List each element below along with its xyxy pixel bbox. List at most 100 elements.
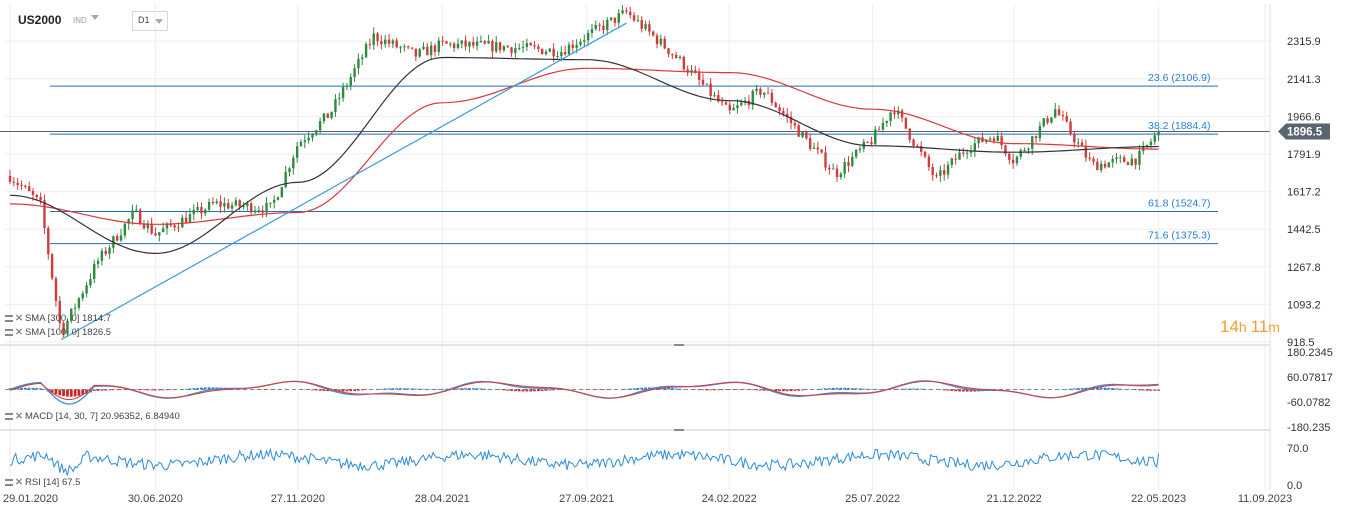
- candle-body: [1157, 131, 1160, 136]
- macd-histogram-bar: [73, 389, 77, 397]
- settings-icon[interactable]: [5, 314, 13, 322]
- macd-histogram-bar: [502, 389, 506, 391]
- candle-body: [808, 138, 812, 149]
- candle-body: [644, 24, 647, 29]
- macd-histogram-bar: [1072, 388, 1076, 390]
- exchange-label[interactable]: IND: [73, 16, 87, 25]
- candle-body: [640, 20, 643, 29]
- macd-histogram-bar: [862, 388, 866, 390]
- x-tick-label: 29.01.2020: [3, 493, 58, 505]
- candle-body: [705, 83, 709, 85]
- settings-icon[interactable]: [5, 328, 13, 336]
- timeframe-label: D1: [138, 15, 150, 25]
- macd-histogram-bar: [625, 388, 628, 390]
- candle-body: [563, 52, 567, 55]
- candle-body: [728, 104, 731, 111]
- candle-body: [996, 136, 999, 141]
- macd-histogram-bar: [66, 389, 69, 397]
- candle-body: [950, 158, 954, 165]
- trendline[interactable]: [61, 22, 627, 341]
- macd-histogram-bar: [391, 388, 395, 390]
- candle-body: [146, 223, 150, 229]
- macd-histogram-bar: [965, 389, 969, 392]
- candle-body: [276, 197, 280, 200]
- indicator-legend-macd[interactable]: ✕ MACD [14, 30, 7] 20.96352, 6.84940: [5, 411, 180, 422]
- close-icon[interactable]: ✕: [15, 313, 23, 324]
- macd-histogram-bar: [1084, 387, 1088, 390]
- candle-body: [62, 322, 65, 334]
- candle-body: [184, 217, 188, 223]
- close-icon[interactable]: ✕: [15, 411, 23, 422]
- macd-histogram-bar: [540, 389, 544, 391]
- candle-body: [315, 130, 318, 135]
- candle-body: [1099, 163, 1103, 171]
- candle-body: [253, 210, 257, 213]
- candle-body: [200, 207, 203, 214]
- candle-body: [422, 46, 425, 50]
- macd-histogram-bar: [1141, 389, 1145, 391]
- settings-icon[interactable]: [5, 478, 13, 486]
- candle-body: [204, 209, 207, 214]
- chevron-down-icon[interactable]: [91, 15, 99, 20]
- candle-body: [858, 148, 862, 151]
- candle-body: [682, 56, 686, 70]
- macd-histogram-bar: [142, 389, 146, 391]
- candle-body: [816, 147, 820, 150]
- candle-body: [158, 232, 161, 236]
- candle-body: [12, 181, 16, 183]
- symbol-selector[interactable]: US2000: [18, 13, 62, 27]
- candle-body: [460, 40, 463, 44]
- macd-histogram-bar: [896, 388, 900, 390]
- x-tick-label: 27.09.2021: [559, 493, 614, 505]
- macd-histogram-bar: [663, 387, 667, 390]
- indicator-legend-sma100[interactable]: ✕ SMA [100, 0] 1826.5: [5, 327, 111, 338]
- macd-histogram-bar: [778, 389, 781, 392]
- candle-body: [831, 168, 835, 170]
- macd-histogram-bar: [858, 388, 862, 390]
- candle-body: [483, 41, 486, 44]
- chevron-down-icon[interactable]: [155, 19, 163, 24]
- macd-histogram-bar: [115, 389, 119, 391]
- macd-histogram-bar: [184, 388, 188, 390]
- trendline-segment: [61, 22, 627, 341]
- indicator-legend-rsi[interactable]: ✕ RSI [14] 67.5: [5, 477, 80, 488]
- macd-histogram-bar: [1157, 389, 1160, 391]
- candle-body: [521, 46, 525, 48]
- candle-body: [877, 129, 881, 131]
- candle-body: [207, 201, 211, 210]
- indicator-legend-sma300[interactable]: ✕ SMA [300, 0] 1814.7: [5, 313, 111, 324]
- candle-body: [414, 48, 418, 57]
- macd-histogram-bar: [759, 389, 762, 391]
- candle-body: [824, 152, 827, 168]
- candle-body: [1038, 126, 1042, 139]
- candle-body: [920, 146, 923, 152]
- candle-body: [544, 51, 548, 55]
- macd-histogram-bar: [307, 389, 311, 391]
- settings-icon[interactable]: [5, 412, 13, 420]
- candle-body: [663, 38, 666, 49]
- timeframe-selector[interactable]: [132, 11, 168, 31]
- close-icon[interactable]: ✕: [15, 327, 23, 338]
- macd-histogram-bar: [946, 389, 950, 391]
- candle-body: [1088, 157, 1091, 159]
- candle-body: [1107, 162, 1111, 168]
- panel-separators[interactable]: [0, 344, 1270, 431]
- macd-histogram-bar: [678, 388, 682, 390]
- macd-histogram-bar: [395, 388, 399, 390]
- candle-body: [495, 42, 498, 52]
- candle-body: [429, 45, 433, 56]
- macd-histogram-bar: [847, 387, 850, 390]
- macd-histogram-bar: [111, 389, 115, 391]
- candle-body: [368, 44, 372, 46]
- macd-histogram-bar: [192, 388, 196, 390]
- candle-body: [250, 203, 253, 213]
- close-icon[interactable]: ✕: [15, 477, 23, 488]
- candle-body: [123, 223, 127, 236]
- candle-body: [812, 147, 816, 149]
- macd-histogram-bar: [483, 388, 487, 390]
- macd-histogram-bar: [536, 389, 540, 392]
- candle-body: [732, 108, 735, 111]
- candle-body: [177, 227, 180, 229]
- macd-histogram-bar: [628, 388, 632, 390]
